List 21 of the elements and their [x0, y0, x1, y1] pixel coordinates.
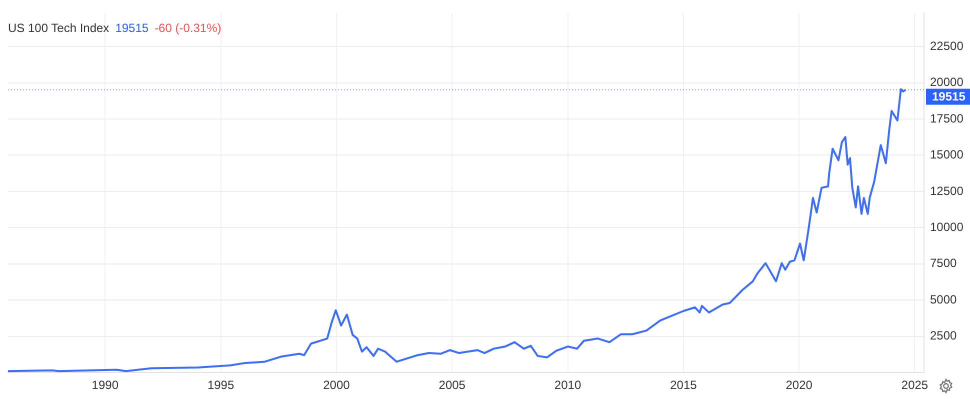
y-tick-label: 10000	[930, 220, 964, 234]
y-tick-label: 20000	[930, 75, 964, 90]
x-tick-label: 2010	[554, 378, 582, 392]
x-tick-label: 2020	[786, 378, 813, 392]
annotation: -60 (-0.31%)	[154, 21, 222, 35]
y-tick-label: 5000	[930, 292, 958, 306]
y-tick-label: 12500	[930, 184, 964, 198]
text: 19515	[115, 21, 149, 35]
y-tick-label: 22500	[930, 38, 964, 53]
x-tick-label: 1990	[92, 378, 119, 392]
x-tick-label: 2005	[438, 378, 466, 392]
x-tick-label: 2000	[323, 378, 350, 392]
y-tick-label: 17500	[930, 111, 964, 126]
y-tick-label: 7500	[930, 256, 958, 270]
x-tick-label: 1995	[207, 378, 234, 392]
x-tick-label: 2015	[670, 378, 698, 392]
y-tick-label: 15000	[930, 148, 964, 162]
text: US 100 Tech Index	[8, 21, 110, 35]
x-tick-label: 2025	[901, 378, 928, 392]
ref-line-label: 19515	[932, 90, 966, 104]
y-tick-label: 2500	[930, 328, 958, 343]
